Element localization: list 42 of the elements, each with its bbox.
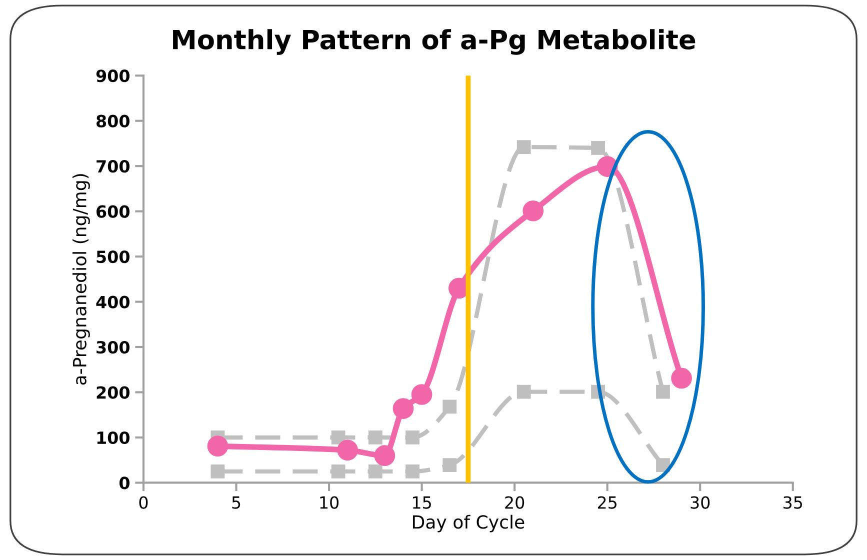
x-tick-label: 20 — [505, 496, 524, 509]
x-tick-label: 0 — [139, 496, 148, 509]
y-tick-label: 800 — [96, 114, 130, 128]
point — [331, 464, 346, 478]
point — [406, 464, 420, 478]
point — [207, 436, 228, 456]
x-tick-label: 5 — [232, 496, 240, 509]
point — [442, 400, 457, 414]
point — [522, 200, 544, 222]
point — [210, 464, 225, 478]
y-tick-label: 900 — [96, 70, 130, 82]
y-tick-label: 300 — [96, 340, 130, 354]
x-tick-label: 25 — [598, 496, 616, 509]
point — [337, 440, 358, 461]
y-tick-label: 600 — [96, 205, 130, 218]
y-tick-label: 0 — [119, 476, 130, 490]
x-axis-title: Day of Cycle — [413, 514, 524, 532]
y-axis-title: a-Pregnanediol (ng/mg) — [72, 174, 90, 385]
point — [442, 458, 457, 472]
point — [656, 384, 670, 399]
y-tick-label: 700 — [96, 160, 130, 173]
x-tick-label: 35 — [784, 496, 802, 509]
point — [656, 458, 670, 472]
x-tick-label: 10 — [320, 496, 339, 509]
point — [671, 368, 692, 389]
point — [406, 430, 420, 444]
point — [591, 141, 605, 155]
point — [392, 398, 414, 419]
point — [331, 430, 346, 444]
y-tick-label: 400 — [96, 296, 130, 308]
point — [411, 384, 432, 405]
y-tick-label: 200 — [96, 386, 130, 399]
point — [368, 464, 382, 478]
point — [368, 430, 382, 444]
y-tick-label: 100 — [97, 431, 130, 444]
point — [516, 384, 531, 399]
point — [374, 445, 396, 466]
x-tick-label: 15 — [413, 496, 431, 509]
point — [516, 140, 531, 154]
y-tick-label: 500 — [96, 250, 130, 264]
chart-title: Monthly Pattern of a-Pg Metabolite — [173, 29, 696, 55]
x-tick-label: 30 — [690, 496, 710, 509]
